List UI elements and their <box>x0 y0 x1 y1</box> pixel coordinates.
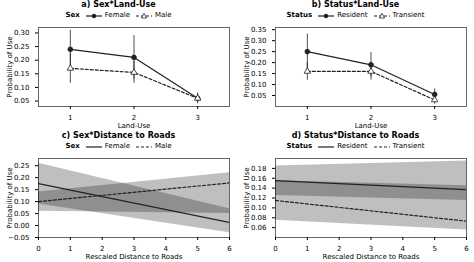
svg-text:−0.05: −0.05 <box>8 234 29 242</box>
html-text:Male: Male <box>155 142 172 150</box>
svg-text:3: 3 <box>432 114 436 122</box>
svg-text:0: 0 <box>273 245 277 253</box>
svg-text:3: 3 <box>131 245 137 254</box>
svg-text:0.35: 0.35 <box>251 26 267 34</box>
svg-text:5: 5 <box>432 245 436 253</box>
svg-text:1: 1 <box>68 114 72 122</box>
html-text:c) Sex*Distance to Roads: c) Sex*Distance to Roads <box>61 131 176 140</box>
html-text:d) Status*Distance to Roads: d) Status*Distance to Roads <box>291 131 420 140</box>
html-text:Resident: Resident <box>337 142 368 150</box>
html-text:Status: Status <box>286 142 313 150</box>
html-text:Female: Female <box>104 142 130 150</box>
svg-text:Rescaled Distance to Roads: Rescaled Distance to Roads <box>86 253 183 261</box>
svg-text:0.05: 0.05 <box>14 97 30 105</box>
svg-text:4: 4 <box>400 245 406 254</box>
svg-text:0.20: 0.20 <box>251 59 267 67</box>
svg-text:0.10: 0.10 <box>14 84 30 92</box>
svg-text:2: 2 <box>99 245 105 254</box>
svg-text:0.05: 0.05 <box>251 92 267 100</box>
svg-text:2: 2 <box>368 114 374 123</box>
html-text:Transient: Transient <box>392 11 425 19</box>
html-text:Male: Male <box>155 11 172 19</box>
svg-text:5: 5 <box>195 245 199 253</box>
html-text:Female: Female <box>104 11 130 19</box>
svg-text:0.30: 0.30 <box>251 37 267 45</box>
html-text:Transient: Transient <box>392 142 425 150</box>
svg-text:0.20: 0.20 <box>14 174 30 182</box>
html-text:Sex: Sex <box>65 142 80 150</box>
html-text:Status: Status <box>286 11 313 19</box>
svg-text:Land-Use: Land-Use <box>118 122 151 130</box>
svg-text:6: 6 <box>227 245 232 253</box>
svg-text:Probability of Use: Probability of Use <box>6 36 14 97</box>
svg-text:0.14: 0.14 <box>251 184 267 192</box>
svg-text:2: 2 <box>336 245 342 254</box>
svg-text:0: 0 <box>36 245 40 253</box>
svg-text:2: 2 <box>131 114 137 123</box>
svg-text:1: 1 <box>305 114 309 122</box>
svg-text:0.15: 0.15 <box>251 70 267 78</box>
svg-text:0.10: 0.10 <box>14 198 30 206</box>
svg-text:0.15: 0.15 <box>14 70 30 78</box>
svg-text:0.20: 0.20 <box>14 56 30 64</box>
html-text:Resident: Resident <box>337 11 368 19</box>
svg-text:Probability of Use: Probability of Use <box>243 167 251 228</box>
svg-text:0.25: 0.25 <box>251 48 267 56</box>
svg-text:0.16: 0.16 <box>251 174 267 182</box>
svg-text:0.18: 0.18 <box>251 165 267 173</box>
svg-text:Probability of Use: Probability of Use <box>6 167 14 228</box>
svg-text:0.06: 0.06 <box>251 224 267 232</box>
svg-text:0.15: 0.15 <box>14 186 30 194</box>
svg-text:0.30: 0.30 <box>14 29 30 37</box>
svg-text:3: 3 <box>368 245 374 254</box>
svg-text:Land-Use: Land-Use <box>355 122 388 130</box>
svg-text:6: 6 <box>464 245 469 253</box>
html-text:b) Status*Land-Use: b) Status*Land-Use <box>311 0 400 9</box>
svg-text:1: 1 <box>68 245 72 253</box>
html-text:a) Sex*Land-Use: a) Sex*Land-Use <box>81 0 156 9</box>
svg-text:0.08: 0.08 <box>251 214 267 222</box>
svg-text:0.00: 0.00 <box>14 222 30 230</box>
svg-text:4: 4 <box>163 245 169 254</box>
svg-text:0.25: 0.25 <box>14 43 30 51</box>
svg-text:Probability of Use: Probability of Use <box>243 36 251 97</box>
svg-text:0.10: 0.10 <box>251 81 267 89</box>
svg-text:0.12: 0.12 <box>251 194 267 202</box>
svg-text:0.10: 0.10 <box>251 204 267 212</box>
svg-text:1: 1 <box>305 245 309 253</box>
svg-text:Rescaled Distance to Roads: Rescaled Distance to Roads <box>323 253 420 261</box>
svg-text:0.25: 0.25 <box>14 162 30 170</box>
svg-text:3: 3 <box>195 114 199 122</box>
svg-text:0.05: 0.05 <box>14 210 30 218</box>
html-text:Sex: Sex <box>65 11 80 19</box>
